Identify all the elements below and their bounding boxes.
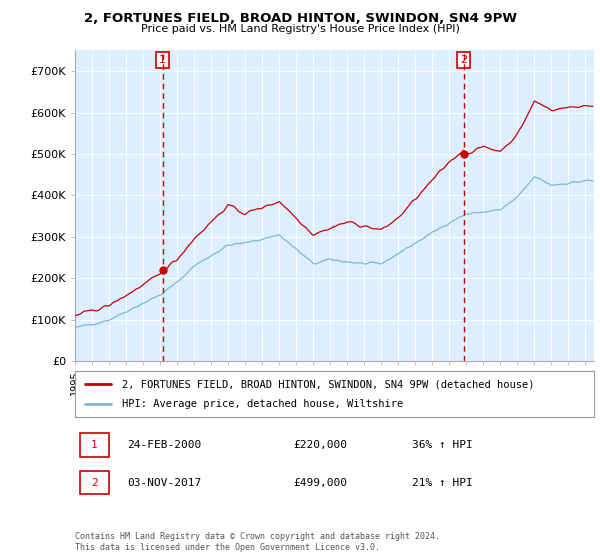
Bar <box>80 433 109 457</box>
Text: 1: 1 <box>91 440 98 450</box>
Text: HPI: Average price, detached house, Wiltshire: HPI: Average price, detached house, Wilt… <box>122 399 403 409</box>
Text: 2: 2 <box>460 55 467 65</box>
Text: 2, FORTUNES FIELD, BROAD HINTON, SWINDON, SN4 9PW (detached house): 2, FORTUNES FIELD, BROAD HINTON, SWINDON… <box>122 379 534 389</box>
Text: £499,000: £499,000 <box>293 478 347 488</box>
Text: 21% ↑ HPI: 21% ↑ HPI <box>412 478 473 488</box>
Text: 03-NOV-2017: 03-NOV-2017 <box>127 478 201 488</box>
Text: 1: 1 <box>159 55 166 65</box>
Text: 36% ↑ HPI: 36% ↑ HPI <box>412 440 473 450</box>
Text: Price paid vs. HM Land Registry's House Price Index (HPI): Price paid vs. HM Land Registry's House … <box>140 24 460 34</box>
Text: 24-FEB-2000: 24-FEB-2000 <box>127 440 201 450</box>
Bar <box>80 471 109 494</box>
Text: 2, FORTUNES FIELD, BROAD HINTON, SWINDON, SN4 9PW: 2, FORTUNES FIELD, BROAD HINTON, SWINDON… <box>83 12 517 25</box>
Text: Contains HM Land Registry data © Crown copyright and database right 2024.
This d: Contains HM Land Registry data © Crown c… <box>75 532 440 552</box>
Text: 2: 2 <box>91 478 98 488</box>
Text: £220,000: £220,000 <box>293 440 347 450</box>
